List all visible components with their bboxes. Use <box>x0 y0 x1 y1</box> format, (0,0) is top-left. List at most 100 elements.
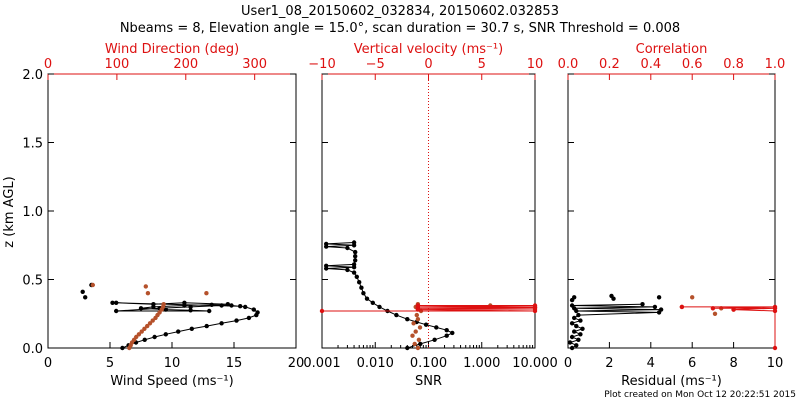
snr-bottom-tick-label: 1.000 <box>463 356 500 371</box>
title-line-2: Nbeams = 8, Elevation angle = 15.0°, sca… <box>120 21 680 36</box>
residual-bottom-axis-label: Residual (ms⁻¹) <box>621 374 722 389</box>
snr-vertical-velocity-point <box>417 325 423 330</box>
snr-vertical-velocity-point <box>412 341 417 347</box>
residual-correlation-spread-point <box>710 306 716 311</box>
residual-residual-point <box>569 334 575 340</box>
wind-wind-speed-point <box>138 306 144 311</box>
residual-top-tick-label: 0.0 <box>558 57 579 72</box>
wind-wind-speed-point <box>219 303 224 308</box>
snr-vertical-velocity-spread-point <box>532 303 538 308</box>
wind-wind-direction-point <box>143 284 148 289</box>
wind-bottom-tick-label: 20 <box>288 356 305 371</box>
residual-residual-point <box>569 321 575 326</box>
snr-snr-point <box>351 240 357 245</box>
snr-snr-line <box>326 242 454 349</box>
wind-wind-speed-point <box>255 310 260 315</box>
residual-correlation-point <box>712 311 718 316</box>
wind-wind-speed-point <box>182 300 187 305</box>
wind-wind-speed-point <box>152 334 157 340</box>
wind-wind-speed-point <box>114 308 119 314</box>
residual-residual-point <box>569 303 575 308</box>
panel-residual: 0 2 4 6 8 10 Residual (ms⁻¹) 0.0 0.2 0.4 0.6 0.8 1.0… <box>558 42 786 389</box>
wind-wind-speed-point <box>246 315 252 321</box>
wind-wind-direction-point <box>147 321 153 326</box>
residual-residual-point <box>574 323 579 329</box>
wind-wind-speed-point <box>151 302 156 307</box>
snr-snr-point <box>351 262 357 267</box>
snr-vertical-velocity-point <box>410 333 415 338</box>
wind-bottom-tick-label: 15 <box>226 356 243 371</box>
snr-bottom-axis-label: SNR <box>415 374 442 389</box>
wind-wind-speed-point <box>189 326 194 331</box>
y-tick-label: 0.0 <box>22 342 43 357</box>
snr-snr-point <box>405 345 410 351</box>
wind-wind-speed-point <box>238 304 243 309</box>
wind-bottom-tick-label: 0 <box>44 356 52 371</box>
residual-residual-isolated-point <box>656 295 662 300</box>
wind-top-tick-label: 300 <box>242 57 267 72</box>
snr-vertical-velocity-point <box>413 329 418 334</box>
residual-residual-point <box>576 337 581 342</box>
snr-snr-point <box>444 328 449 333</box>
snr-top-tick-label: 5 <box>478 57 486 72</box>
wind-wind-speed-point <box>176 329 181 334</box>
residual-residual-point <box>578 332 583 337</box>
wind-wind-speed-point <box>207 308 212 314</box>
residual-correlation-spread-line <box>681 306 776 348</box>
snr-snr-point <box>370 300 375 305</box>
y-tick-label: 2.0 <box>22 68 43 83</box>
snr-vertical-velocity-spread-line <box>322 305 536 312</box>
residual-top-tick-label: 0.2 <box>599 57 620 72</box>
wind-wind-speed-point <box>204 323 209 329</box>
residual-bottom-tick-label: 6 <box>688 356 696 371</box>
snr-snr-point <box>351 270 357 275</box>
wind-wind-direction-point <box>136 332 142 337</box>
wind-wind-speed-point <box>234 318 239 323</box>
snr-snr-point <box>357 280 362 285</box>
residual-residual-isolated-point <box>572 295 577 300</box>
wind-wind-direction-point <box>90 282 96 288</box>
snr-vertical-velocity-point <box>416 337 422 342</box>
residual-correlation-spread-point <box>679 304 685 310</box>
wind-wind-speed-point <box>163 307 168 312</box>
wind-wind-speed-point <box>142 337 147 342</box>
wind-bottom-axis-label: Wind Speed (ms⁻¹) <box>110 374 233 389</box>
residual-top-axis-label: Correlation <box>636 42 708 57</box>
residual-correlation-spread-point <box>731 307 736 312</box>
wind-wind-direction-point <box>145 291 151 296</box>
snr-bottom-tick-label: 0.100 <box>410 356 447 371</box>
wind-wind-speed-isolated-point <box>83 295 88 300</box>
residual-top-tick-label: 1.0 <box>765 57 786 72</box>
snr-bottom-tick-label: 10.000 <box>512 356 558 371</box>
residual-residual-isolated-point <box>609 293 614 299</box>
snr-snr-point <box>450 330 455 336</box>
residual-residual-point <box>569 345 575 351</box>
wind-top-tick-label: 100 <box>104 57 129 72</box>
wind-wind-direction-point <box>204 291 209 296</box>
snr-vertical-velocity-point <box>415 317 421 322</box>
snr-snr-point <box>345 245 350 251</box>
residual-residual-line <box>568 303 662 349</box>
snr-snr-point <box>345 267 350 273</box>
residual-residual-point <box>572 315 577 321</box>
wind-wind-direction-point <box>161 302 166 307</box>
wind-wind-speed-isolated-point <box>80 289 85 294</box>
wind-wind-direction-point <box>139 329 144 334</box>
snr-snr-point <box>377 304 382 310</box>
snr-snr-point <box>354 274 359 279</box>
residual-residual-point <box>580 326 585 331</box>
snr-vertical-velocity-point <box>414 312 419 318</box>
snr-top-tick-label: −5 <box>366 57 385 72</box>
residual-bottom-tick-label: 8 <box>729 356 737 371</box>
residual-bottom-tick-label: 0 <box>564 356 572 371</box>
residual-top-tick-label: 0.4 <box>640 57 661 72</box>
snr-snr-point <box>353 254 358 259</box>
wind-wind-speed-point <box>163 332 168 337</box>
panel-wind: 0 5 10 15 20 Wind Speed (ms⁻¹) 0 100 200 300Wind … <box>22 42 304 389</box>
snr-top-axis-label: Vertical velocity (ms⁻¹) <box>354 42 503 57</box>
snr-snr-point <box>324 263 329 268</box>
y-tick-label: 0.5 <box>22 274 43 289</box>
residual-bottom-tick-label: 10 <box>767 356 784 371</box>
wind-wind-direction-point <box>150 318 155 323</box>
wind-bottom-tick-label: 5 <box>106 356 114 371</box>
